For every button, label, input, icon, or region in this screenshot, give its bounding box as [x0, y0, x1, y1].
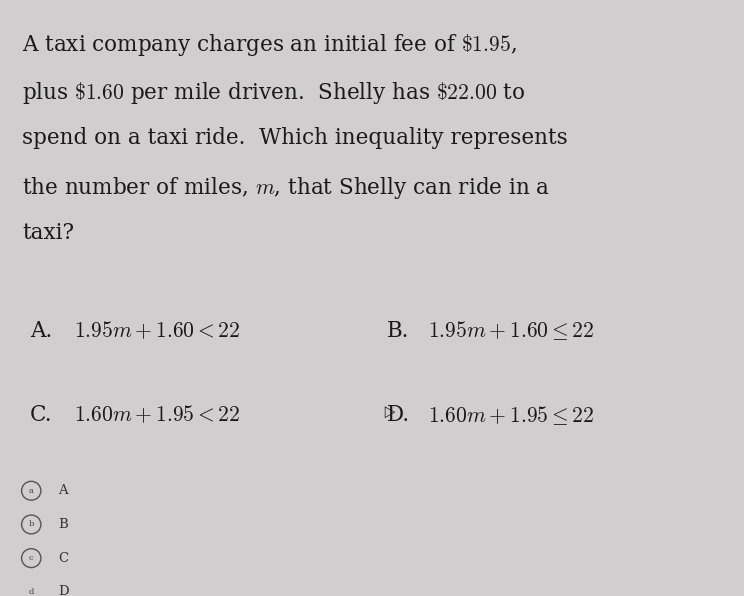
Text: $1.95m + 1.60 < 22$: $1.95m + 1.60 < 22$ [74, 320, 241, 342]
Text: c: c [29, 554, 33, 562]
Text: the number of miles, $m$, that Shelly can ride in a: the number of miles, $m$, that Shelly ca… [22, 175, 551, 201]
Text: a: a [29, 487, 33, 495]
Text: d: d [28, 588, 34, 596]
Text: taxi?: taxi? [22, 222, 74, 244]
Text: b: b [28, 520, 34, 529]
Text: A: A [58, 485, 68, 497]
Text: plus $\$1.60$ per mile driven.  Shelly has $\$22.00$ to: plus $\$1.60$ per mile driven. Shelly ha… [22, 80, 526, 105]
Text: D: D [58, 585, 68, 596]
Text: $\rhd$: $\rhd$ [383, 405, 397, 420]
Text: C.: C. [30, 404, 52, 426]
Text: D.: D. [387, 404, 410, 426]
Text: $1.60m + 1.95 < 22$: $1.60m + 1.95 < 22$ [74, 404, 241, 426]
Text: spend on a taxi ride.  Which inequality represents: spend on a taxi ride. Which inequality r… [22, 127, 568, 149]
Text: A.: A. [30, 320, 52, 342]
Text: $1.95m + 1.60 \leq 22$: $1.95m + 1.60 \leq 22$ [428, 319, 594, 343]
Text: A taxi company charges an initial fee of $\$1.95$,: A taxi company charges an initial fee of… [22, 32, 517, 58]
Text: C: C [58, 552, 68, 564]
Text: B: B [58, 518, 68, 531]
Text: B.: B. [387, 320, 409, 342]
Text: $1.60m + 1.95 \leq 22$: $1.60m + 1.95 \leq 22$ [428, 404, 594, 427]
